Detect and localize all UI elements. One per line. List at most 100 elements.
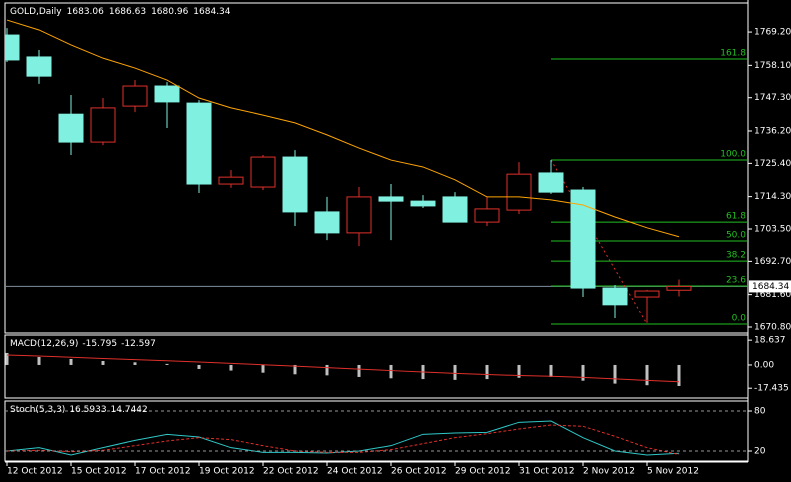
candle-body xyxy=(410,200,436,207)
macd-bar xyxy=(197,364,201,369)
x-tick-label: 2 Nov 2012 xyxy=(583,467,635,477)
y-tick-label: 1681.60 xyxy=(754,290,791,300)
fib-label: 100.0 xyxy=(720,150,746,160)
macd-bar xyxy=(5,352,9,365)
indicator-name: MACD(12,26,9) xyxy=(10,339,78,349)
fib-trend xyxy=(550,159,648,325)
moving-average xyxy=(6,19,680,238)
signal-line xyxy=(6,424,680,455)
signal-line xyxy=(6,354,680,383)
x-tick-label: 5 Nov 2012 xyxy=(647,467,699,477)
y-tick-label: 1758.10 xyxy=(754,61,791,71)
x-tick-label: 12 Oct 2012 xyxy=(7,467,63,477)
candle-body xyxy=(474,208,500,223)
macd-bar xyxy=(37,356,41,365)
x-tick-label: 17 Oct 2012 xyxy=(135,467,191,477)
candle-body xyxy=(5,34,20,61)
candle-body xyxy=(538,172,564,193)
y-tick-label: 1725.40 xyxy=(754,159,791,169)
candle-body xyxy=(506,173,532,211)
x-tick-label: 15 Oct 2012 xyxy=(71,467,127,477)
candle-body xyxy=(314,211,340,234)
x-tick-label: 26 Oct 2012 xyxy=(391,467,447,477)
y-tick-label: 20 xyxy=(754,447,766,457)
indicator-header: Stoch(5,3,3) 16.5933 14.7442 xyxy=(10,405,148,415)
fib-label: 61.8 xyxy=(726,212,746,222)
bid-box xyxy=(749,280,791,293)
macd-bar xyxy=(229,364,233,371)
plot-area xyxy=(5,19,748,325)
macd-bar xyxy=(293,364,297,375)
y-tick-label: 1692.70 xyxy=(754,257,791,267)
header-value: 1686.63 xyxy=(109,7,146,17)
header-value: 1684.34 xyxy=(193,7,230,17)
candle-body xyxy=(90,107,116,143)
macd-bar xyxy=(581,364,585,381)
y-tick-label: 1670.80 xyxy=(754,323,791,333)
x-tick-label: 22 Oct 2012 xyxy=(263,467,319,477)
y-tick-label: 18.637 xyxy=(754,336,786,346)
symbol: GOLD,Daily xyxy=(10,7,62,17)
fib-label: 50.0 xyxy=(726,230,746,240)
macd-bar xyxy=(549,364,553,377)
fib-label: 23.6 xyxy=(726,275,746,285)
candle-body xyxy=(154,85,180,103)
indicator-name: Stoch(5,3,3) xyxy=(10,405,65,415)
y-tick-label: 0.00 xyxy=(754,360,774,370)
macd-bar xyxy=(645,364,649,386)
macd-bar xyxy=(485,364,489,380)
candle-body xyxy=(26,56,52,77)
header-value: 16.5933 xyxy=(69,405,106,415)
y-tick-label: 1736.20 xyxy=(754,126,791,136)
macd-bar xyxy=(613,364,617,384)
y-tick-label: -17.435 xyxy=(754,384,789,394)
x-tick-label: 29 Oct 2012 xyxy=(455,467,511,477)
macd-bar xyxy=(517,364,521,378)
indicator-header: MACD(12,26,9) -15.795 -12.597 xyxy=(10,339,156,349)
candle-body xyxy=(122,85,148,107)
candle-body xyxy=(666,285,692,291)
header-value: 1683.06 xyxy=(67,7,104,17)
fib-label: 161.8 xyxy=(720,49,746,59)
candle-body xyxy=(442,196,468,223)
candle-body xyxy=(58,113,84,143)
macd-bar xyxy=(325,364,329,376)
x-tick-label: 24 Oct 2012 xyxy=(327,467,383,477)
y-tick-label: 1769.20 xyxy=(754,28,791,38)
macd-bar xyxy=(453,364,457,380)
y-tick-label: 1714.30 xyxy=(754,192,791,202)
plot-area xyxy=(6,420,680,456)
macd-bar xyxy=(165,363,169,365)
candle-body xyxy=(282,156,308,213)
candle-body xyxy=(250,156,276,188)
macd-bar xyxy=(389,364,393,379)
chart-header: GOLD,Daily 1683.06 1686.63 1680.96 1684.34 xyxy=(10,7,231,17)
fib-label: 0.0 xyxy=(732,314,747,324)
candle-body xyxy=(378,196,404,202)
header-value: -15.795 xyxy=(82,339,117,349)
candle-body xyxy=(218,176,244,185)
candle-body xyxy=(570,189,596,289)
macd-bar xyxy=(69,358,73,365)
macd-bar xyxy=(357,364,361,377)
panel-frame xyxy=(4,2,749,334)
x-tick-label: 31 Oct 2012 xyxy=(519,467,575,477)
candle-body xyxy=(634,290,660,298)
candle-body xyxy=(602,287,628,306)
macd-bar xyxy=(101,360,105,365)
macd-bar xyxy=(133,362,137,365)
plot-area xyxy=(5,352,681,387)
y-tick-label: 80 xyxy=(754,407,766,417)
main-line xyxy=(6,420,680,456)
y-tick-label: 1747.30 xyxy=(754,93,791,103)
header-value: 14.7442 xyxy=(111,405,148,415)
macd-bar xyxy=(261,364,265,373)
x-tick-label: 19 Oct 2012 xyxy=(199,467,255,477)
header-value: 1680.96 xyxy=(151,7,188,17)
candle-body xyxy=(186,102,212,185)
fib-label: 38.2 xyxy=(726,251,746,261)
candle-body xyxy=(346,196,372,234)
y-tick-label: 1703.50 xyxy=(754,224,791,234)
